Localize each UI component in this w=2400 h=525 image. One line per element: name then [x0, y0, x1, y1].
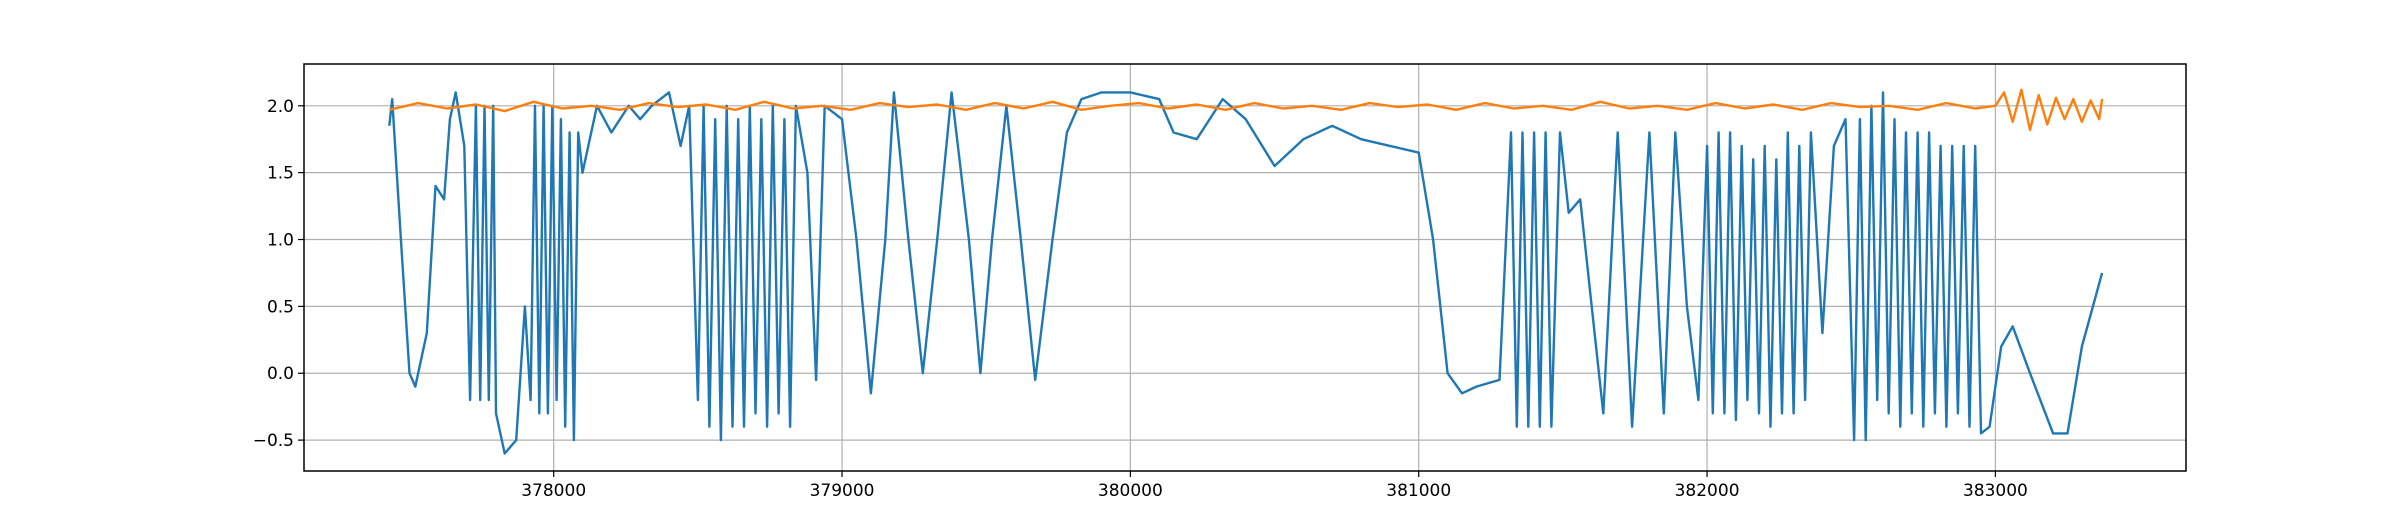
y-tick-label: 0.0 [267, 364, 294, 384]
x-tick-label: 379000 [810, 481, 875, 501]
y-tick-label: 2.0 [267, 97, 294, 117]
x-tick-label: 378000 [521, 481, 586, 501]
x-tick-label: 383000 [1963, 481, 2028, 501]
y-tick-label: 1.0 [267, 231, 294, 251]
line-series [388, 91, 2104, 455]
y-tick-label: 0.5 [267, 297, 294, 317]
line-series [389, 88, 2104, 132]
y-tick-label: −0.5 [253, 431, 294, 451]
x-tick-label: 381000 [1386, 481, 1451, 501]
x-tick-label: 382000 [1675, 481, 1740, 501]
y-tick-label: 1.5 [267, 164, 294, 184]
x-tick-label: 380000 [1098, 481, 1163, 501]
plot-frame [303, 63, 2187, 472]
